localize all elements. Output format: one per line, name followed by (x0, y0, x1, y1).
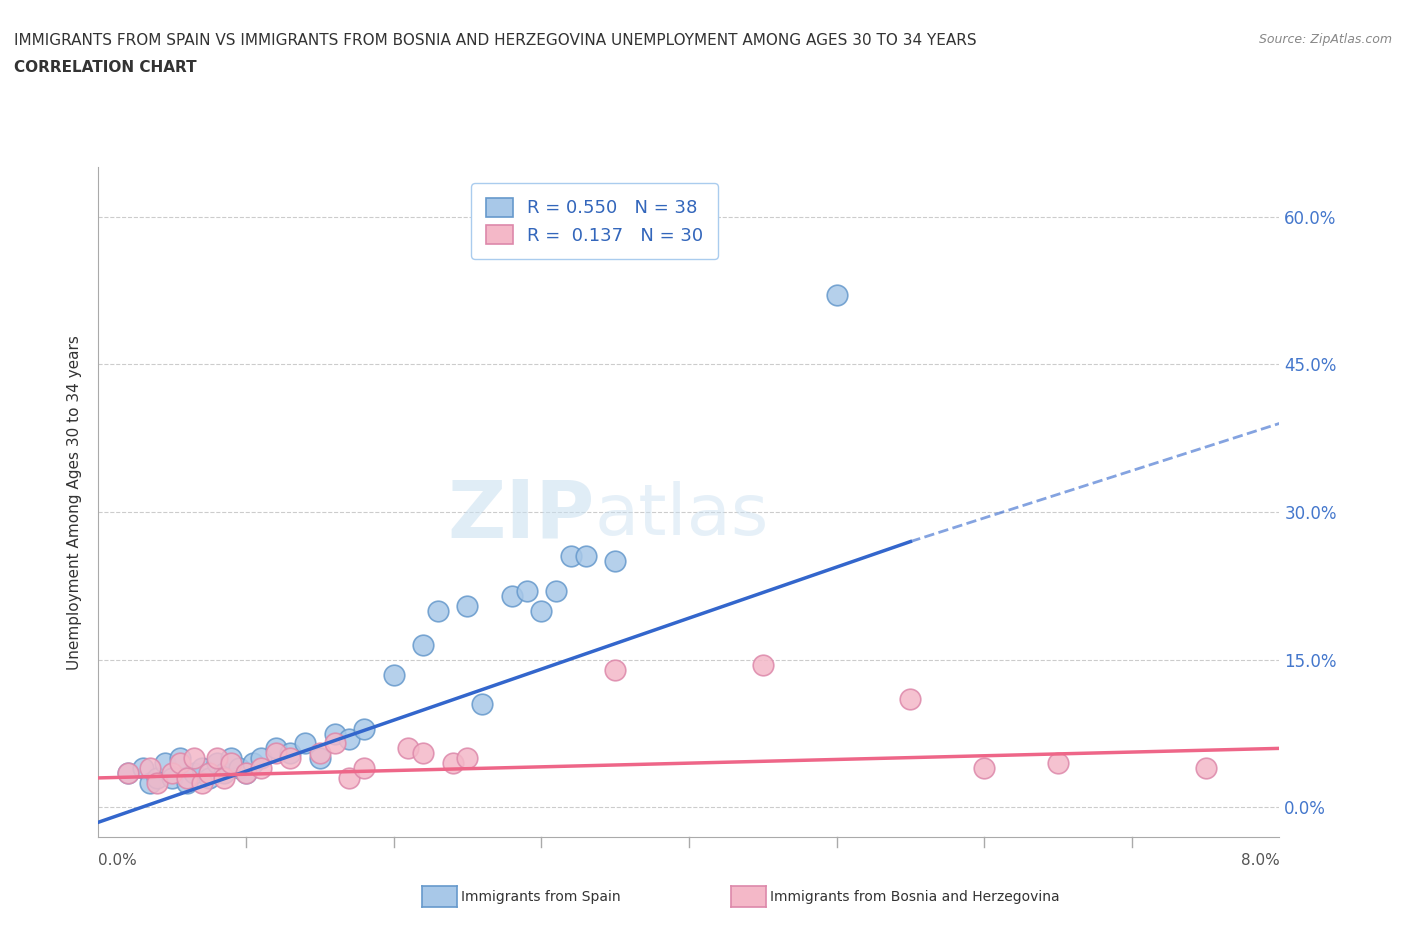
Point (191, 776, 214, 790)
Point (146, 776, 169, 790)
Text: Immigrants from Spain: Immigrants from Spain (461, 889, 621, 904)
Text: Source: ZipAtlas.com: Source: ZipAtlas.com (1258, 33, 1392, 46)
Text: Immigrants from Bosnia and Herzegovina: Immigrants from Bosnia and Herzegovina (770, 889, 1060, 904)
Point (264, 741, 287, 756)
Point (117, 765, 139, 780)
Point (308, 751, 332, 765)
Point (751, 658, 773, 672)
Point (426, 603, 449, 618)
Point (396, 741, 419, 756)
Point (323, 736, 346, 751)
Point (183, 765, 205, 780)
Point (176, 770, 198, 785)
Point (162, 765, 183, 780)
Point (205, 756, 228, 771)
Point (132, 761, 155, 776)
Point (353, 761, 375, 776)
Point (278, 746, 302, 761)
Text: ZIP: ZIP (447, 476, 595, 554)
Point (560, 549, 582, 564)
Point (973, 761, 995, 776)
Point (353, 722, 375, 737)
Point (198, 770, 221, 785)
Point (456, 598, 478, 613)
Point (169, 756, 191, 771)
Point (219, 756, 242, 771)
Point (146, 770, 169, 785)
Text: 8.0%: 8.0% (1240, 853, 1279, 868)
Point (117, 765, 139, 780)
Point (574, 549, 596, 564)
Point (530, 603, 553, 618)
Point (900, 692, 922, 707)
Text: 0.0%: 0.0% (98, 853, 138, 868)
Point (139, 776, 162, 790)
Point (219, 751, 242, 765)
Point (546, 583, 568, 598)
Point (264, 746, 287, 761)
Point (235, 765, 257, 780)
Point (471, 697, 494, 711)
Point (278, 751, 302, 765)
Point (183, 751, 205, 765)
Text: CORRELATION CHART: CORRELATION CHART (14, 60, 197, 75)
Text: atlas: atlas (595, 481, 769, 550)
Point (250, 751, 273, 765)
Point (308, 746, 332, 761)
Point (605, 554, 627, 569)
Point (205, 751, 228, 765)
Point (1194, 761, 1216, 776)
Point (441, 756, 464, 771)
Point (337, 731, 360, 746)
Y-axis label: Unemployment Among Ages 30 to 34 years: Unemployment Among Ages 30 to 34 years (67, 335, 83, 670)
Point (139, 761, 162, 776)
Point (235, 765, 257, 780)
Point (337, 770, 360, 785)
Legend: R = 0.550   N = 38, R =  0.137   N = 30: R = 0.550 N = 38, R = 0.137 N = 30 (471, 183, 717, 259)
Point (250, 761, 273, 776)
Point (501, 589, 523, 604)
Point (382, 667, 405, 682)
Text: IMMIGRANTS FROM SPAIN VS IMMIGRANTS FROM BOSNIA AND HERZEGOVINA UNEMPLOYMENT AMO: IMMIGRANTS FROM SPAIN VS IMMIGRANTS FROM… (14, 33, 977, 47)
Point (825, 288, 848, 303)
Point (198, 765, 221, 780)
Point (212, 765, 235, 780)
Point (242, 756, 264, 771)
Point (1046, 756, 1069, 771)
Point (153, 756, 176, 771)
Point (412, 746, 434, 761)
Point (169, 751, 191, 765)
Point (162, 770, 183, 785)
Point (228, 761, 250, 776)
Point (212, 770, 235, 785)
Point (191, 761, 214, 776)
Point (412, 638, 434, 653)
Point (515, 583, 537, 598)
Point (456, 751, 478, 765)
Point (323, 726, 346, 741)
Point (605, 662, 627, 677)
Point (176, 776, 198, 790)
Point (294, 736, 316, 751)
